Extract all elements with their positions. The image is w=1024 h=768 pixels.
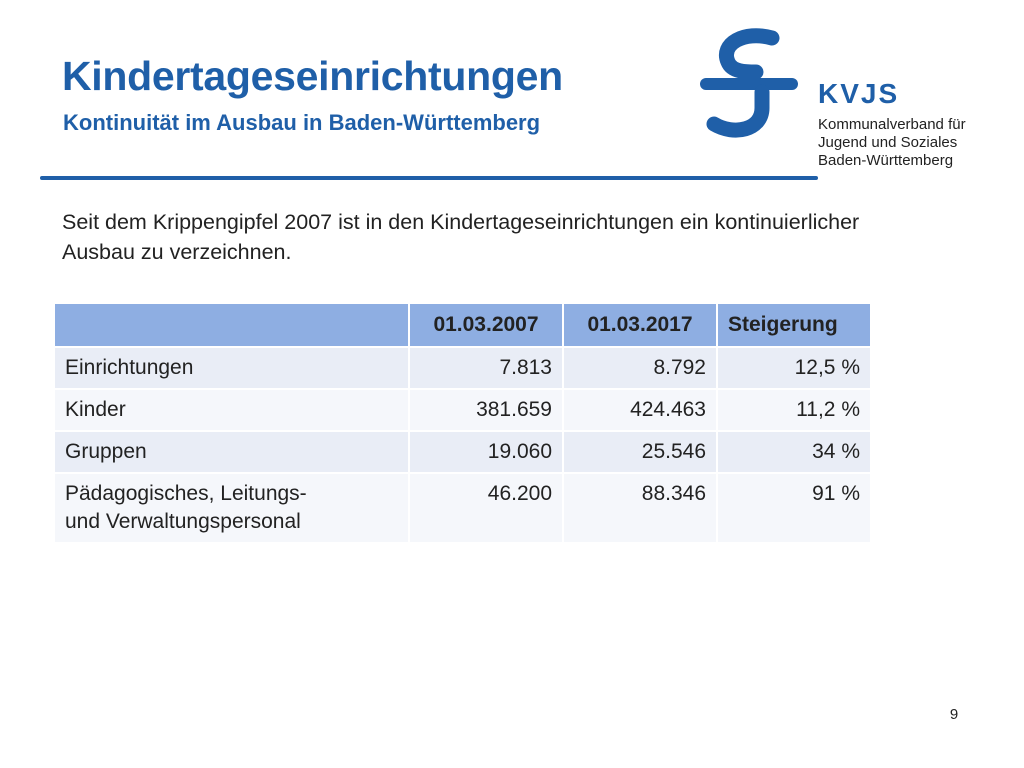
row-label: Einrichtungen <box>53 346 410 390</box>
value-2007: 7.813 <box>408 346 564 390</box>
kvjs-logo-icon <box>700 28 798 138</box>
value-2007: 381.659 <box>408 388 564 432</box>
page-number: 9 <box>949 706 959 723</box>
row-label: Pädagogisches, Leitungs- und Verwaltungs… <box>53 472 410 544</box>
value-increase: 34 % <box>716 430 872 474</box>
intro-text: Seit dem Krippengipfel 2007 ist in den K… <box>62 210 860 264</box>
table-row: Gruppen 19.060 25.546 34 % <box>53 430 872 474</box>
value-2017: 8.792 <box>562 346 718 390</box>
logo-abbreviation: KVJS <box>818 78 900 109</box>
value-2007: 46.200 <box>408 472 564 544</box>
statistics-table: 01.03.2007 01.03.2017 Steigerung Einrich… <box>53 302 872 544</box>
value-increase: 12,5 % <box>716 346 872 390</box>
row-label: Gruppen <box>53 430 410 474</box>
slide-title: Kindertageseinrichtungen <box>62 53 563 99</box>
value-2017: 25.546 <box>562 430 718 474</box>
value-2017: 424.463 <box>562 388 718 432</box>
value-2007: 19.060 <box>408 430 564 474</box>
table-row: Pädagogisches, Leitungs- und Verwaltungs… <box>53 472 872 544</box>
table-header-row: 01.03.2007 01.03.2017 Steigerung <box>53 302 872 348</box>
value-increase: 11,2 % <box>716 388 872 432</box>
header-increase: Steigerung <box>716 302 872 348</box>
kvjs-logo: KVJS Kommunalverband für Jugend und Sozi… <box>700 28 990 169</box>
header-date-2017: 01.03.2017 <box>562 302 718 348</box>
logo-organization-name: Kommunalverband für Jugend und Soziales … <box>818 116 966 169</box>
table-row: Kinder 381.659 424.463 11,2 % <box>53 388 872 432</box>
title-divider <box>40 176 818 180</box>
table-row: Einrichtungen 7.813 8.792 12,5 % <box>53 346 872 390</box>
value-increase: 91 % <box>716 472 872 544</box>
header-date-2007: 01.03.2007 <box>408 302 564 348</box>
header-empty-cell <box>53 302 410 348</box>
row-label: Kinder <box>53 388 410 432</box>
slide-subtitle: Kontinuität im Ausbau in Baden-Württembe… <box>63 110 541 135</box>
value-2017: 88.346 <box>562 472 718 544</box>
